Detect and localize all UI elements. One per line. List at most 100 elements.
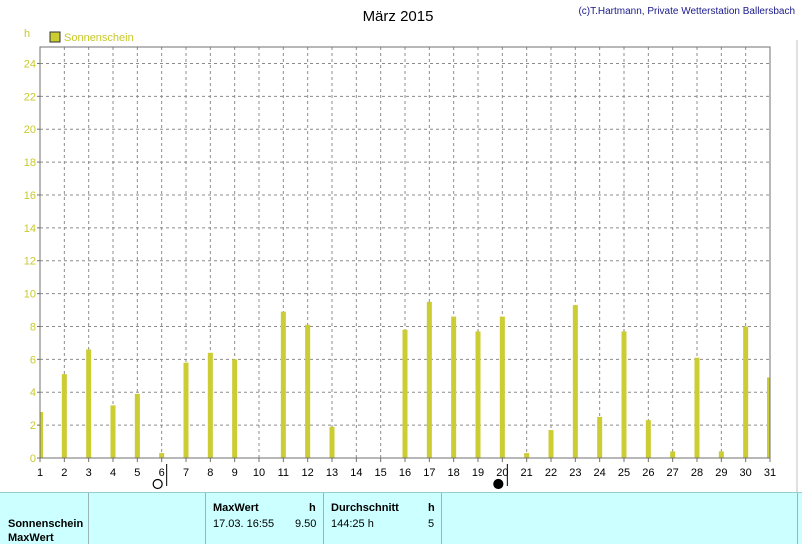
bar-sonnenschein-day-27 [670, 451, 676, 458]
x-tick-label: 26 [642, 467, 654, 479]
x-tick-label: 21 [521, 467, 533, 479]
bar-sonnenschein-day-3 [86, 349, 92, 458]
x-tick-label: 24 [594, 467, 606, 479]
stats-divider [88, 493, 89, 544]
bar-sonnenschein-day-25 [621, 331, 627, 458]
y-tick-label: 24 [24, 58, 36, 70]
legend: Sonnenschein [49, 31, 134, 44]
x-tick-label: 11 [278, 467, 289, 479]
sunshine-chart: März 2015 (c)T.Hartmann, Private Wetters… [24, 6, 798, 492]
bar-sonnenschein-day-22 [548, 430, 554, 458]
bar-sonnenschein-day-5 [134, 393, 140, 458]
stats-row-label-maxwert: MaxWert [8, 532, 54, 544]
bar-sonnenschein-day-19 [475, 331, 481, 458]
stats-divider [323, 493, 324, 544]
bar-sonnenschein-day-8 [207, 352, 213, 458]
x-tick-label: 10 [253, 467, 265, 479]
x-tick-label: 17 [423, 467, 435, 479]
y-tick-label: 6 [30, 354, 36, 366]
x-tick-label: 15 [375, 467, 387, 479]
bar-sonnenschein-day-6 [159, 453, 165, 458]
bar-sonnenschein-day-28 [694, 357, 700, 458]
bar-sonnenschein-day-29 [718, 451, 724, 458]
bar-sonnenschein-day-31 [767, 377, 770, 458]
stats-divider [205, 493, 206, 544]
x-tick-label: 23 [569, 467, 581, 479]
bar-sonnenschein-day-20 [499, 316, 505, 458]
y-tick-label: 12 [24, 256, 36, 268]
x-tick-label: 19 [472, 467, 484, 479]
y-tick-label: 20 [24, 124, 36, 136]
moon-phases [152, 464, 508, 490]
bar-sonnenschein-day-1 [40, 411, 43, 458]
avg-unit: h [428, 502, 435, 514]
avg-count: 5 [428, 518, 435, 530]
x-tick-label: 9 [232, 467, 238, 479]
y-tick-label: 16 [24, 190, 36, 202]
y-tick-label: 8 [30, 321, 36, 333]
x-tick-label: 3 [86, 467, 92, 479]
stats-row-label-sunshine: Sonnenschein [8, 518, 84, 530]
stats-divider [441, 493, 442, 544]
x-tick-label: 31 [764, 467, 776, 479]
x-tick-label: 5 [134, 467, 140, 479]
x-tick-label: 4 [110, 467, 116, 479]
bar-sonnenschein-day-12 [305, 324, 311, 458]
bar-sonnenschein-day-30 [743, 326, 749, 458]
bar-sonnenschein-day-23 [572, 305, 578, 458]
x-tick-label: 6 [159, 467, 165, 479]
x-tick-label: 27 [667, 467, 679, 479]
bar-sonnenschein-day-18 [451, 316, 457, 458]
x-tick-label: 30 [740, 467, 752, 479]
x-tick-label: 16 [399, 467, 411, 479]
y-tick-label: 4 [30, 387, 36, 399]
max-unit: h [309, 502, 316, 514]
bar-sonnenschein-day-16 [402, 329, 408, 458]
bars [40, 301, 770, 458]
bar-sonnenschein-day-4 [110, 405, 116, 458]
x-tick-label: 8 [207, 467, 213, 479]
x-tick-label: 20 [496, 467, 508, 479]
bar-sonnenschein-day-9 [232, 359, 238, 458]
y-tick-label: 18 [24, 157, 36, 169]
x-tick-label: 1 [37, 467, 43, 479]
max-date: 17.03. 16:55 [213, 518, 275, 530]
y-tick-label: 10 [24, 289, 36, 301]
stats-panel: Sonnenschein MaxWert MaxWert h 17.03. 16… [0, 492, 802, 544]
x-tick-label: 22 [545, 467, 557, 479]
new-moon-icon [493, 478, 504, 490]
bar-sonnenschein-day-11 [280, 311, 286, 458]
bar-sonnenschein-day-26 [645, 420, 651, 458]
bar-sonnenschein-day-17 [426, 301, 432, 458]
y-tick-label: 14 [24, 223, 36, 235]
y-axis-unit: h [24, 28, 30, 40]
x-tick-label: 14 [350, 467, 362, 479]
x-tick-label: 25 [618, 467, 630, 479]
legend-swatch [49, 31, 61, 43]
max-value: 9.50 [295, 518, 317, 530]
chart-title: März 2015 [363, 8, 434, 25]
x-tick-label: 18 [448, 467, 460, 479]
bar-sonnenschein-day-7 [183, 362, 189, 458]
chart-credit: (c)T.Hartmann, Private Wetterstation Bal… [578, 6, 795, 17]
x-tick-label: 13 [326, 467, 338, 479]
avg-value: 144:25 h [331, 518, 374, 530]
x-tick-label: 12 [302, 467, 314, 479]
legend-label: Sonnenschein [64, 32, 134, 44]
x-tick-label: 29 [715, 467, 727, 479]
y-tick-label: 0 [30, 453, 36, 465]
x-tick-label: 28 [691, 467, 703, 479]
y-tick-label: 22 [24, 91, 36, 103]
x-tick-label: 2 [61, 467, 67, 479]
x-tick-label: 7 [183, 467, 189, 479]
full-moon-icon [152, 478, 163, 490]
x-axis: 1 2 3 4 5 6 7 8 9 10 11 12 13 14 15 16 17 18 19 20 21 22 23 24 2… [37, 458, 776, 479]
bar-sonnenschein-day-21 [524, 453, 530, 458]
y-tick-label: 2 [30, 420, 36, 432]
bar-sonnenschein-day-2 [61, 374, 67, 458]
avg-header: Durchschnitt [331, 502, 399, 514]
bar-sonnenschein-day-24 [597, 416, 603, 458]
stats-divider [797, 493, 798, 544]
max-header: MaxWert [213, 502, 259, 514]
